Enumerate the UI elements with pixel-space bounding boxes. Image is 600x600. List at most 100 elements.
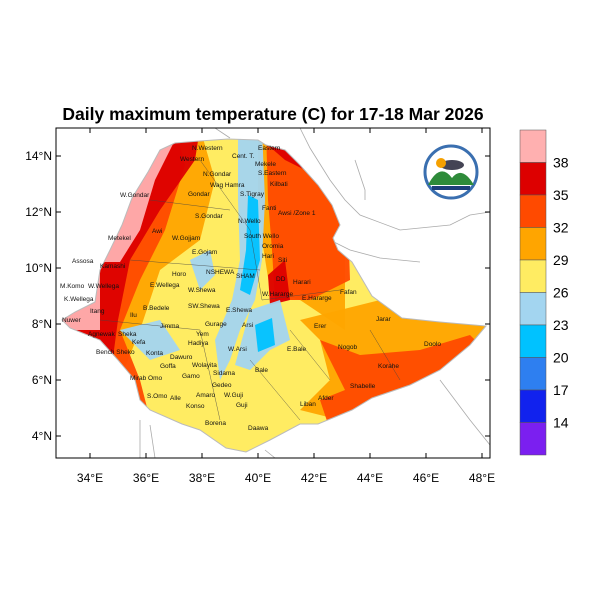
colorbar-label: 29 (553, 252, 569, 268)
zone-label: Awi (152, 228, 162, 235)
colorbar-swatch (519, 129, 547, 163)
zone-label: K.Wellega (64, 296, 94, 303)
zone-label: Horo (172, 271, 186, 278)
colorbar-swatch (519, 227, 547, 261)
zone-label: DD (276, 276, 286, 283)
zone-label: Ilu (130, 312, 137, 319)
colorbar-swatch (519, 389, 547, 423)
zone-label: S.Gondar (195, 213, 224, 220)
lon-tick-label: 34°E (77, 471, 103, 485)
lat-tick-label: 4°N (32, 429, 52, 443)
zone-label: Afder (318, 395, 334, 402)
zone-label: South Wello (244, 233, 279, 240)
colorbar-label: 20 (553, 350, 569, 366)
zone-label: Fafan (340, 289, 357, 296)
zone-label: Arsi (242, 322, 253, 329)
zone-label: S.Omo (147, 393, 168, 400)
zone-label: W.Shewa (188, 287, 216, 294)
zone-label: W.Guji (224, 392, 243, 399)
country-outline (61, 138, 488, 453)
colorbar-label: 32 (553, 220, 569, 236)
zone-label: Daawa (248, 425, 269, 432)
zone-label: E.Wellega (150, 282, 180, 289)
lon-tick-label: 46°E (413, 471, 439, 485)
zone-label: Gamo (182, 373, 200, 380)
lat-tick-label: 10°N (25, 261, 52, 275)
zone-label: W.Gondar (120, 192, 150, 199)
colorbar-swatch (519, 357, 547, 391)
neighbour-borders (139, 127, 491, 459)
temperature-contour (262, 140, 305, 170)
colorbar-label: 14 (553, 415, 569, 431)
colorbar-swatch (519, 324, 547, 358)
zone-label: E.Gojam (192, 249, 217, 256)
zone-label: Borena (205, 420, 226, 427)
zone-label: N.Wello (238, 218, 261, 225)
zone-label: Mekele (255, 161, 276, 168)
map-title: Daily maximum temperature (C) for 17-18 … (62, 104, 484, 124)
colorbar-label: 38 (553, 155, 569, 171)
temperature-contour (215, 139, 265, 380)
zone-label: Doolo (424, 341, 441, 348)
zone-label: Amaro (196, 392, 216, 399)
admin-boundaries (99, 159, 401, 421)
zone-label: Alle (170, 395, 181, 402)
zone-label: Gedeo (212, 382, 232, 389)
colorbar-swatch (519, 422, 547, 456)
zone-label: E.Hararge (302, 295, 332, 302)
zone-label: Guji (236, 402, 248, 409)
zone-label: M.Komo (60, 283, 85, 290)
zone-label: Liban (300, 401, 316, 408)
zone-label: Metekel (108, 235, 131, 242)
lat-tick-label: 6°N (32, 373, 52, 387)
temperature-contour (120, 320, 180, 360)
colorbar-swatch (519, 194, 547, 228)
zone-label: Nogob (338, 344, 358, 351)
map-frame (55, 127, 491, 459)
zone-label: Oromia (262, 243, 284, 250)
zone-label: Konta (146, 350, 163, 357)
zone-label: Dawuro (170, 354, 193, 361)
colorbar-swatch (519, 259, 547, 293)
lon-tick-label: 40°E (245, 471, 271, 485)
zone-label: Harari (293, 279, 311, 286)
zone-label: Nuwer (62, 317, 82, 324)
zone-label: Goffa (160, 363, 176, 370)
zone-label: Cent. T. (232, 153, 254, 160)
lon-tick-label: 42°E (301, 471, 327, 485)
zone-label: Jimma (160, 323, 180, 330)
zone-label: Hadiya (188, 340, 209, 347)
temperature-contour (268, 260, 290, 305)
zone-label: Hari (262, 253, 274, 260)
zone-label: Wolayita (192, 362, 217, 369)
colorbar-label: 35 (553, 187, 569, 203)
colorbar-swatch (519, 162, 547, 196)
temperature-contour (255, 318, 275, 352)
zone-label: E.Bale (287, 346, 307, 353)
zone-label: Kilbati (270, 181, 288, 188)
zone-label: Awsi /Zone 1 (278, 210, 316, 217)
zone-label: SHAM (236, 273, 255, 280)
zone-label: W.Hararge (262, 291, 293, 298)
zone-label: NSHEWA (206, 269, 235, 276)
lat-tick-label: 14°N (25, 149, 52, 163)
temperature-contour (190, 250, 215, 290)
zone-label: W.Arsi (228, 346, 247, 353)
zone-label: Bale (255, 367, 268, 374)
lat-tick-label: 12°N (25, 205, 52, 219)
zone-label: Mirab Omo (130, 375, 163, 382)
zone-label: W.Gojjam (172, 235, 200, 242)
zone-label: Itang (90, 308, 105, 315)
zone-label: Konso (186, 403, 205, 410)
colorbar-label: 17 (553, 382, 569, 398)
lon-tick-label: 48°E (469, 471, 495, 485)
zone-label: Western (180, 156, 204, 163)
zone-label: Kamashi (100, 263, 125, 270)
lon-tick-label: 36°E (133, 471, 159, 485)
zone-label: Siti (278, 257, 287, 264)
colorbar-label: 23 (553, 317, 569, 333)
zone-label: Assosa (72, 258, 94, 265)
zone-label: Sidama (213, 370, 235, 377)
zone-label: Fanti (262, 205, 276, 212)
